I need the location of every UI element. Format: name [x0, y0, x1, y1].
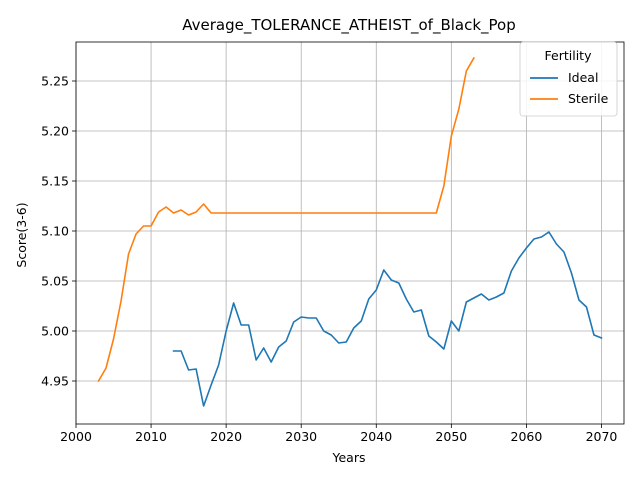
legend-frame: [519, 41, 618, 117]
legend-title: Fertility: [545, 48, 593, 63]
legend-label-ideal: Ideal: [568, 70, 598, 85]
x-tick-label: 2020: [210, 429, 242, 444]
x-axis-label: Years: [332, 450, 366, 465]
series-line-sterile: [97, 56, 475, 383]
legend-label-sterile: Sterile: [568, 91, 609, 106]
x-tick-label: 2050: [435, 429, 467, 444]
y-tick-label: 5.20: [41, 124, 69, 139]
chart-title: Average_TOLERANCE_ATHEIST_of_Black_Pop: [182, 16, 516, 35]
x-tick-label: 2000: [60, 429, 92, 444]
y-tick-label: 5.00: [41, 324, 69, 339]
plot-frame: [75, 41, 625, 425]
y-tick-label: 5.15: [41, 174, 69, 189]
y-axis-label: Score(3-6): [14, 202, 29, 267]
series-line-ideal: [172, 231, 603, 407]
x-tick-label: 2030: [285, 429, 317, 444]
x-tick-label: 2010: [135, 429, 167, 444]
y-tick-label: 5.10: [41, 224, 69, 239]
x-tick-label: 2070: [586, 429, 618, 444]
axes: 2000 2010 2020 2030 2040 2050 2060 2070 4.95 5.00…: [41, 41, 625, 444]
y-tick-label: 5.05: [41, 274, 69, 289]
y-tick-label: 5.25: [41, 74, 69, 89]
y-tick-label: 4.95: [41, 374, 69, 389]
x-tick-label: 2060: [511, 429, 543, 444]
x-tick-label: 2040: [360, 429, 392, 444]
series-lines: [97, 56, 603, 407]
legend: Fertility Ideal Sterile: [519, 41, 618, 117]
